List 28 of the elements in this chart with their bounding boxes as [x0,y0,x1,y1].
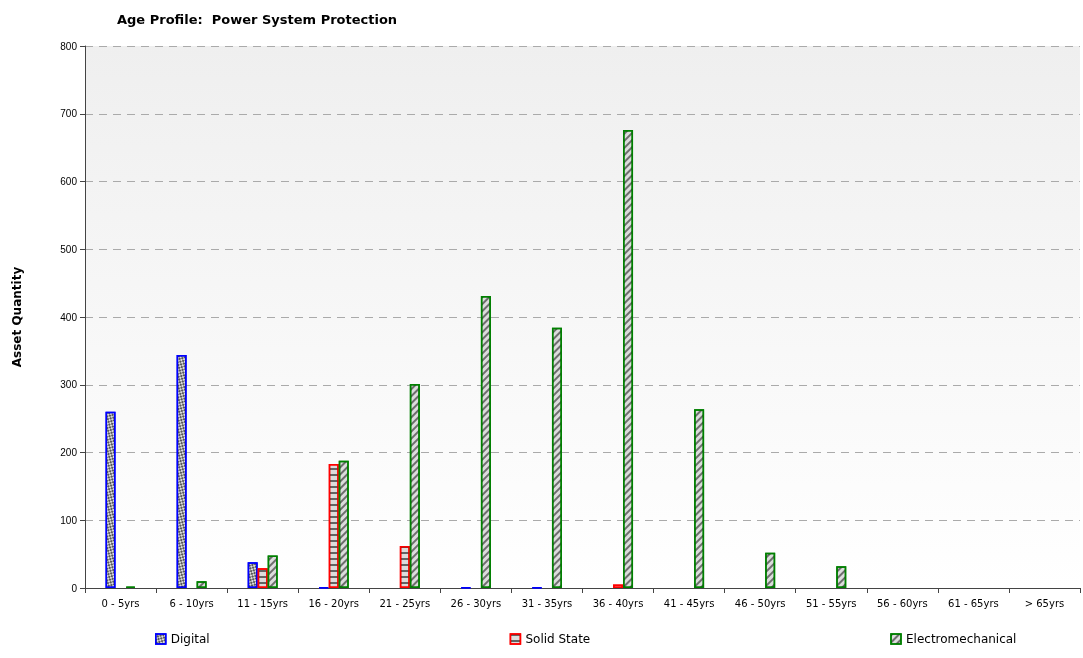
x-tick-label: 41 - 45yrs [663,597,715,609]
x-tick-label: 61 - 65yrs [948,597,999,609]
x-tick-label: 51 - 55yrs [805,597,857,609]
y-tick-label: 200 [60,447,78,458]
y-tick-label: 800 [60,40,78,52]
x-tick-label: 36 - 40yrs [592,597,644,609]
x-tick-label: 21 - 25yrs [379,597,431,609]
x-tick-label: 16 - 20yrs [308,597,360,609]
x-tick-label: 0 - 5yrs [101,597,140,609]
y-tick-label: 600 [60,176,78,187]
legend-label: Solid State [525,632,591,646]
legend-label: Digital [170,632,210,646]
y-axis-title: Asset Quantity [10,266,24,368]
chart-title: Age Profile: Power System Protection [117,12,398,27]
x-tick-label: 31 - 35yrs [521,597,573,609]
legend-label: Electromechanical [905,632,1017,646]
x-tick-label: 46 - 50yrs [734,597,786,609]
x-tick-label: 6 - 10yrs [169,597,214,609]
y-tick-label: 500 [60,243,78,255]
y-tick-label: 100 [60,514,78,526]
y-tick-label: 400 [60,311,78,323]
y-tick-label: 300 [60,379,78,391]
x-tick-label: 56 - 60yrs [876,597,928,609]
x-tick-label: 26 - 30yrs [450,597,502,609]
y-tick-label: 700 [60,108,78,120]
y-tick-label: 0 [71,582,78,594]
x-tick-label: 11 - 15yrs [237,597,289,609]
x-tick-label: > 65yrs [1024,597,1065,609]
